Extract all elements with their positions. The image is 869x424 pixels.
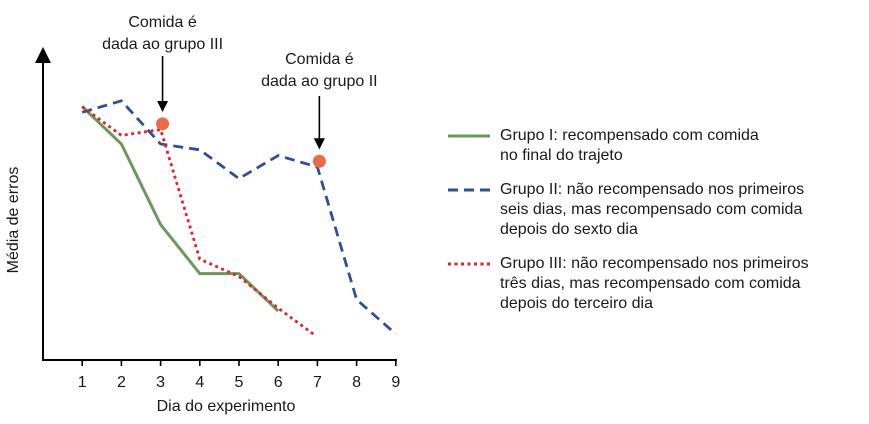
legend-label: depois do sexto dia: [500, 221, 638, 238]
x-axis-label: Dia do experimento: [157, 398, 296, 415]
food-marker: [312, 154, 326, 168]
x-tick-label: 7: [313, 374, 322, 391]
annotation-text: Comida é: [128, 14, 197, 31]
legend-label: seis dias, mas recompensado com comida: [500, 201, 803, 218]
food-marker: [156, 117, 170, 131]
x-tick-label: 6: [274, 374, 283, 391]
legend-swatch: [448, 134, 490, 138]
legend-label: três dias, mas recompensado com comida: [500, 275, 801, 292]
series-line: [81, 105, 280, 313]
legend-label: no final do trajeto: [500, 147, 623, 164]
y-axis-label: Média de erros: [5, 167, 22, 274]
annotation-text: dada ao grupo III: [102, 36, 223, 53]
annotation-text: Comida é: [285, 51, 354, 68]
x-tick-label: 5: [235, 374, 244, 391]
legend-swatch: [448, 262, 490, 266]
x-tick-label: 8: [352, 374, 361, 391]
annotation-text: dada ao grupo II: [261, 73, 378, 90]
legend-item: Grupo II: não recompensado nos primeiros…: [448, 180, 863, 240]
legend-label: Grupo I: recompensado com comida: [500, 127, 759, 144]
legend-swatch: [448, 188, 490, 192]
series-line: [81, 99, 397, 336]
legend-label: Grupo III: não recompensado nos primeiro…: [500, 255, 809, 272]
x-tick-label: 4: [195, 374, 204, 391]
legend-item: Grupo I: recompensado com comida no final…: [448, 126, 863, 166]
x-tick-label: 3: [156, 374, 165, 391]
x-tick-label: 1: [78, 374, 87, 391]
legend-label: Grupo II: não recompensado nos primeiros: [500, 181, 805, 198]
legend-item: Grupo III: não recompensado nos primeiro…: [448, 254, 863, 314]
x-tick-label: 2: [117, 374, 126, 391]
legend-label: depois do terceiro dia: [500, 295, 653, 312]
series-line: [81, 105, 315, 336]
x-tick-label: 9: [391, 374, 400, 391]
legend: Grupo I: recompensado com comida no final…: [448, 126, 863, 314]
